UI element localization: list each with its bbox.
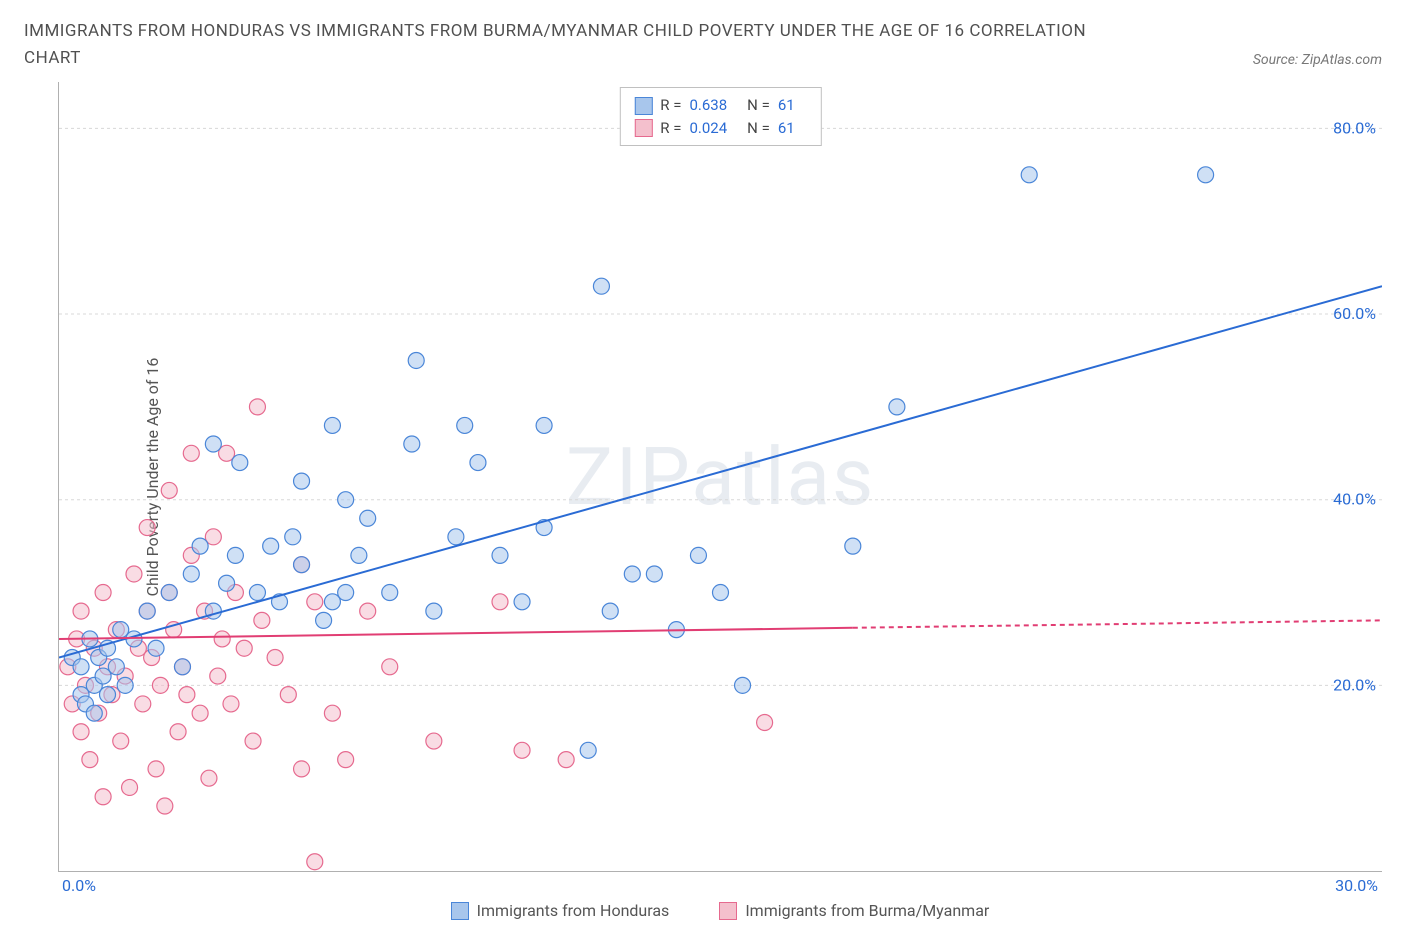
n-value-honduras: 61 — [778, 94, 795, 117]
r-value-burma: 0.024 — [689, 117, 727, 140]
chart-source: Source: ZipAtlas.com — [1253, 52, 1382, 72]
swatch-honduras-bottom — [451, 902, 469, 920]
svg-text:20.0%: 20.0% — [1333, 676, 1376, 695]
chart-area: Child Poverty Under the Age of 16 ZIPatl… — [58, 82, 1382, 872]
swatch-burma-bottom — [719, 902, 737, 920]
r-value-honduras: 0.638 — [689, 94, 727, 117]
swatch-burma — [634, 119, 652, 137]
legend-item-burma: Immigrants from Burma/Myanmar — [719, 901, 989, 920]
chart-header: IMMIGRANTS FROM HONDURAS VS IMMIGRANTS F… — [24, 18, 1382, 72]
x-tick-max: 30.0% — [1335, 876, 1378, 895]
svg-text:80.0%: 80.0% — [1333, 119, 1376, 138]
chart-title: IMMIGRANTS FROM HONDURAS VS IMMIGRANTS F… — [24, 18, 1124, 72]
legend-label-honduras: Immigrants from Honduras — [477, 901, 670, 920]
scatter-plot: 20.0% 40.0% 60.0% 80.0% — [59, 82, 1382, 871]
svg-text:60.0%: 60.0% — [1333, 304, 1376, 323]
legend-row-honduras: R = 0.638 N = 61 — [634, 94, 806, 117]
legend-label-burma: Immigrants from Burma/Myanmar — [745, 901, 989, 920]
legend-item-honduras: Immigrants from Honduras — [451, 901, 670, 920]
n-value-burma: 61 — [778, 117, 795, 140]
series-legend: Immigrants from Honduras Immigrants from… — [58, 901, 1382, 920]
legend-row-burma: R = 0.024 N = 61 — [634, 117, 806, 140]
correlation-legend: R = 0.638 N = 61 R = 0.024 N = 61 — [619, 87, 821, 146]
x-axis-labels: 0.0% 30.0% — [58, 876, 1382, 895]
svg-text:40.0%: 40.0% — [1333, 490, 1376, 509]
x-tick-min: 0.0% — [62, 876, 96, 895]
swatch-honduras — [634, 97, 652, 115]
